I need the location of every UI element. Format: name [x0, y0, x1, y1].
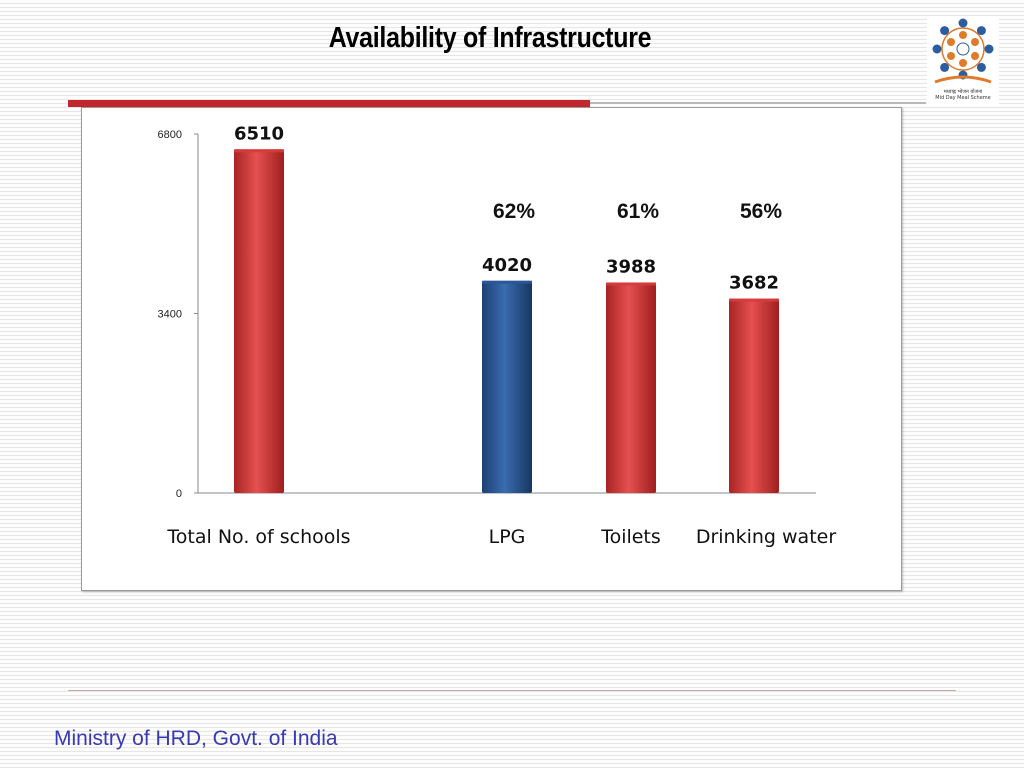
slide-title: Availability of Infrastructure [328, 22, 652, 54]
percent-label: 61% [617, 200, 659, 223]
y-tick-label: 0 [176, 488, 182, 500]
data-label: 6510 [234, 123, 284, 144]
bar-chart: 0 3400 6800 6510 Total No. of schools 4020 62%… [158, 123, 837, 548]
footer-ministry-text: Ministry of HRD, Govt. of India [54, 727, 338, 750]
category-label: Drinking water [696, 526, 837, 548]
y-tick-label: 3400 [158, 309, 182, 321]
percent-label: 62% [493, 200, 535, 223]
bar-cap [234, 149, 284, 153]
footer-divider [68, 690, 956, 691]
logo-caption-english: Mid Day Meal Scheme [935, 95, 991, 101]
category-label: LPG [489, 526, 526, 548]
data-label: 4020 [482, 255, 532, 276]
bar-cap [606, 282, 656, 286]
chart-panel: 0 3400 6800 6510 Total No. of schools 4020 62%… [81, 107, 902, 591]
mid-day-meal-logo [927, 16, 999, 106]
data-label: 3988 [606, 256, 656, 277]
data-label: 3682 [729, 273, 779, 294]
bar-total-no-of-schools [234, 149, 284, 493]
logo-caption: मध्याह्न भोजन योजना Mid Day Meal Scheme [927, 89, 999, 101]
category-label: Toilets [600, 526, 661, 548]
bar-cap [482, 280, 532, 284]
logo-caption-hindi: मध्याह्न भोजन योजना [943, 89, 983, 95]
y-tick-label: 6800 [158, 129, 182, 141]
bar-lpg [482, 280, 532, 493]
bar-drinking-water [729, 298, 779, 493]
category-label: Total No. of schools [166, 526, 350, 548]
title-underline-red [68, 100, 590, 107]
logo-emblem-icon [932, 18, 994, 84]
bar-toilets [606, 282, 656, 493]
bar-cap [729, 298, 779, 302]
title-underline-gray [590, 102, 926, 104]
percent-label: 56% [740, 200, 782, 223]
